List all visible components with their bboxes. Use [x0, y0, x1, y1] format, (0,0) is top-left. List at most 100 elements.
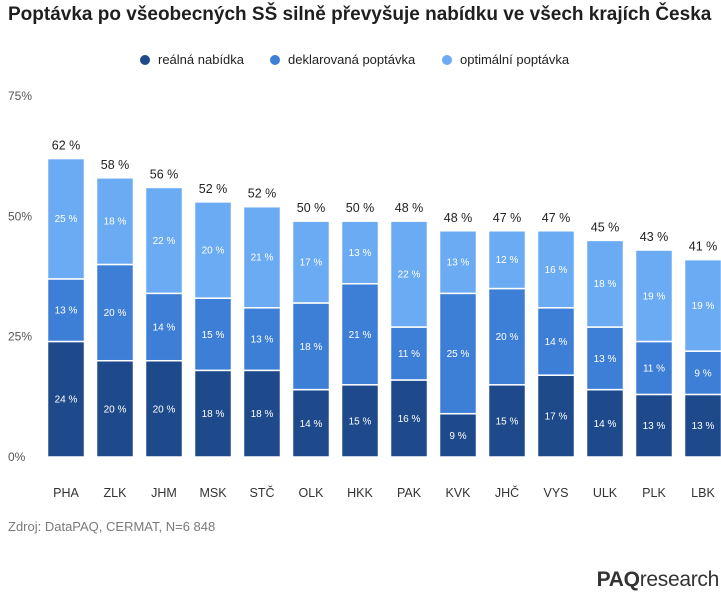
- total-label: 41 %: [689, 240, 718, 254]
- segment-label: 14 %: [153, 323, 176, 334]
- segment-label: 13 %: [55, 306, 78, 317]
- bar-segment: [536, 230, 576, 309]
- segment-label: 20 %: [202, 246, 225, 257]
- segment-label: 24 %: [55, 395, 78, 406]
- total-label: 50 %: [297, 201, 326, 215]
- bar-segment: [634, 340, 674, 396]
- bar-segment: [144, 359, 184, 458]
- segment-label: 13 %: [692, 421, 715, 432]
- segment-label: 20 %: [153, 404, 176, 415]
- legend-item-real: reálná nabídka: [140, 52, 244, 67]
- bar-segment: [144, 292, 184, 362]
- segment-label: 14 %: [300, 419, 323, 430]
- legend-item-optimal: optimální poptávka: [442, 52, 569, 67]
- x-tick-label: KVK: [445, 486, 471, 500]
- brand-part1: PAQ: [596, 568, 640, 591]
- segment-label: 25 %: [55, 214, 78, 225]
- y-tick-label: 75%: [8, 89, 32, 103]
- y-tick-label: 25%: [8, 330, 32, 344]
- y-tick-label: 50%: [8, 209, 32, 223]
- bar-segment: [242, 369, 282, 458]
- x-tick-label: JHM: [151, 486, 177, 500]
- segment-label: 21 %: [251, 253, 274, 264]
- segment-label: 25 %: [447, 349, 470, 360]
- segment-label: 17 %: [300, 258, 323, 269]
- bar-segment: [634, 393, 674, 458]
- x-tick-label: PLK: [642, 486, 666, 500]
- total-label: 52 %: [199, 182, 228, 196]
- bar-segment: [46, 340, 86, 458]
- legend-label-declared: deklarovaná poptávka: [288, 52, 416, 67]
- chart-title: Poptávka po všeobecných SŠ silně převyšu…: [8, 4, 712, 25]
- bar-segment: [438, 230, 478, 295]
- segment-label: 13 %: [349, 248, 372, 259]
- bar-segment: [536, 307, 576, 376]
- bar-segment: [340, 384, 380, 458]
- y-tick-label: 0%: [8, 450, 26, 464]
- segment-label: 16 %: [398, 414, 421, 425]
- segment-label: 18 %: [104, 217, 127, 228]
- segment-label: 11 %: [398, 349, 420, 360]
- legend-label-optimal: optimální poptávka: [460, 52, 570, 67]
- segment-label: 19 %: [692, 301, 715, 312]
- total-label: 45 %: [591, 220, 620, 234]
- bar-segment: [193, 297, 233, 372]
- bar-segment: [340, 220, 380, 285]
- total-label: 47 %: [493, 211, 522, 225]
- bar-segment: [95, 177, 135, 266]
- x-tick-label: LBK: [691, 486, 715, 500]
- bar-segment: [389, 220, 429, 328]
- segment-label: 14 %: [594, 419, 617, 430]
- bar-segment: [193, 201, 233, 299]
- segment-label: 22 %: [153, 236, 176, 247]
- segment-label: 16 %: [545, 265, 568, 276]
- segment-label: 9 %: [449, 431, 466, 442]
- bar-segment: [634, 249, 674, 343]
- x-tick-label: MSK: [199, 486, 227, 500]
- legend-item-declared: deklarovaná poptávka: [270, 52, 415, 67]
- segment-label: 13 %: [251, 335, 274, 346]
- x-tick-label: ZLK: [104, 486, 128, 500]
- x-tick-label: PAK: [397, 486, 422, 500]
- x-tick-label: STČ: [250, 485, 275, 500]
- x-tick-label: JHČ: [495, 485, 519, 500]
- total-label: 43 %: [640, 230, 669, 244]
- bar-segment: [144, 186, 184, 295]
- bar-segment: [438, 412, 478, 458]
- segment-label: 15 %: [202, 330, 225, 341]
- segment-label: 11 %: [643, 363, 665, 374]
- segment-label: 22 %: [398, 270, 421, 281]
- total-label: 47 %: [542, 211, 571, 225]
- total-label: 48 %: [395, 201, 424, 215]
- source-note: Zdroj: DataPAQ, CERMAT, N=6 848: [8, 519, 216, 534]
- legend: reálná nabídka deklarovaná poptávka opti…: [0, 52, 721, 72]
- bar-segment: [389, 379, 429, 458]
- bar-segment: [46, 278, 86, 343]
- segment-label: 20 %: [104, 404, 127, 415]
- x-tick-label: OLK: [298, 486, 324, 500]
- segment-label: 18 %: [594, 279, 617, 290]
- x-tick-label: VYS: [543, 486, 568, 500]
- bar-segment: [291, 302, 331, 391]
- bar-segment: [487, 230, 527, 290]
- segment-label: 18 %: [202, 409, 225, 420]
- stacked-bar-chart: 0% 25% 50% 75% 24 % 13 % 25 % 62 % PHA 20 % 20 % 18…: [8, 89, 721, 500]
- legend-dot-real: [140, 54, 150, 65]
- x-tick-label: ULK: [593, 486, 618, 500]
- bar-segment: [585, 326, 625, 391]
- bar-segment: [242, 205, 282, 309]
- segment-label: 18 %: [251, 409, 274, 420]
- bar-segment: [487, 287, 527, 386]
- segment-label: 20 %: [496, 332, 519, 343]
- segment-label: 15 %: [349, 416, 372, 427]
- total-label: 52 %: [248, 187, 277, 201]
- segment-label: 9 %: [694, 368, 711, 379]
- bar-segment: [536, 374, 576, 458]
- legend-dot-declared: [270, 54, 280, 65]
- segment-label: 19 %: [643, 291, 666, 302]
- segment-label: 13 %: [643, 421, 666, 432]
- bar-segment: [46, 157, 86, 280]
- total-label: 50 %: [346, 201, 375, 215]
- segment-label: 13 %: [447, 258, 470, 269]
- legend-dot-optimal: [442, 54, 452, 65]
